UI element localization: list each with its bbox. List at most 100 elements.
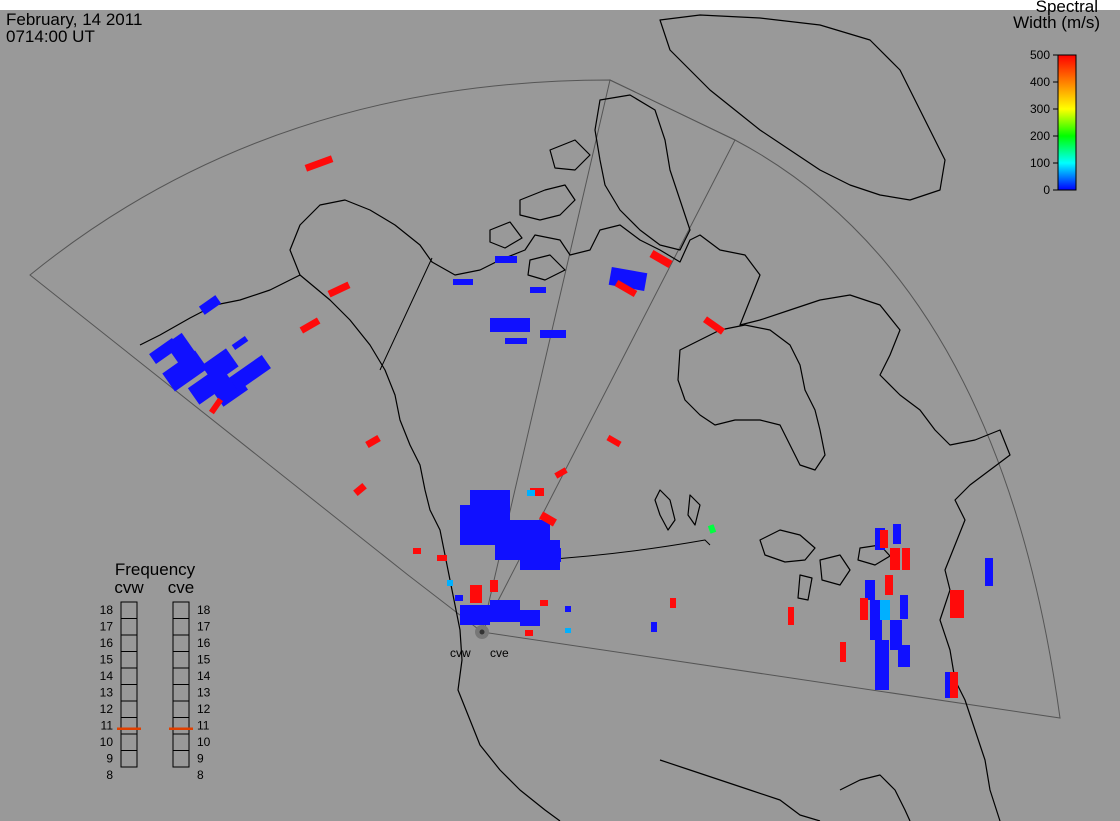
scatter-cell <box>525 630 533 636</box>
scatter-cell <box>208 397 224 415</box>
scatter-cell <box>885 575 893 595</box>
scatter-cell <box>890 620 902 650</box>
scatter-cell <box>470 585 482 603</box>
frequency-tick-label: 11 <box>101 719 114 733</box>
scatter-cell <box>606 434 622 448</box>
coastlines <box>139 14 1011 821</box>
scatter-cell <box>495 256 517 263</box>
radar-sites: cvw cve <box>450 625 509 660</box>
frequency-tick-label: 8 <box>197 768 204 782</box>
fov-cvw <box>29 79 736 633</box>
radar-label-cve: cve <box>490 646 509 660</box>
frequency-tick-label: 17 <box>100 620 114 634</box>
baffin-island <box>594 94 691 251</box>
hudson-bay <box>677 324 826 471</box>
scatter-cell <box>490 318 530 332</box>
frequency-title: Frequency <box>115 560 196 579</box>
scatter-cell <box>840 642 846 662</box>
scatter-cell <box>890 548 900 570</box>
great-lakes <box>759 529 891 601</box>
scatter-cell <box>545 548 561 562</box>
lake-winnipeg <box>654 489 701 531</box>
scatter-cell <box>554 467 568 479</box>
scatter-cell <box>702 316 726 335</box>
scatter-cell <box>530 287 546 293</box>
scatter-cell <box>898 645 910 667</box>
scatter-cell <box>530 488 544 496</box>
scatter-cell <box>460 605 490 625</box>
colorbar-tick-label: 200 <box>1030 129 1050 143</box>
scatter-cell <box>649 250 673 268</box>
arctic-islands <box>489 139 591 281</box>
scatter-cell <box>505 338 527 344</box>
scatter-cell <box>162 350 208 392</box>
scatter-cell <box>470 490 510 508</box>
scatter-cell <box>540 600 548 606</box>
scatter-cell <box>229 354 271 392</box>
frequency-tick-label: 8 <box>106 768 113 782</box>
scatter-cell <box>299 317 321 334</box>
west-coast <box>299 274 561 821</box>
fov-cve <box>481 79 1061 719</box>
gulf-coast <box>659 759 911 821</box>
scatter-cell <box>670 598 676 608</box>
frequency-tick-label: 11 <box>197 719 210 733</box>
scatter-cell <box>231 335 249 351</box>
frequency-tick-label: 13 <box>197 686 211 700</box>
radar-label-cvw: cvw <box>450 646 471 660</box>
scatter-cell <box>565 606 571 612</box>
frequency-tick-label: 18 <box>100 603 114 617</box>
scatter-cell <box>880 600 890 620</box>
colorbar-tick-label: 400 <box>1030 75 1050 89</box>
scatter-cell <box>870 600 882 640</box>
colorbar: Spectral Width (m/s) 0 100 200 300 400 500 <box>1013 0 1100 197</box>
scatter-cell <box>985 558 993 586</box>
frequency-panel: Frequency cvw cve 18 18 17 17 16 16 15 15 14 14 13… <box>100 560 211 782</box>
scatter-cell <box>880 530 888 548</box>
colorbar-tick-label: 300 <box>1030 102 1050 116</box>
colorbar-tick-label: 500 <box>1030 48 1050 62</box>
scatter-cell <box>353 482 367 497</box>
scatter-cell <box>327 281 351 298</box>
scatter-cell <box>651 622 657 632</box>
scatter-cell <box>788 607 794 625</box>
top-margin <box>0 0 1120 10</box>
time-label: 0714:00 UT <box>6 27 95 46</box>
colorbar-tick-label: 0 <box>1043 183 1050 197</box>
frequency-tick-label: 10 <box>100 735 114 749</box>
scatter-cell <box>539 511 557 527</box>
frequency-tick-label: 16 <box>197 636 211 650</box>
scatter-cell <box>950 590 964 618</box>
greenland <box>659 14 946 201</box>
scatter-cell <box>365 434 381 449</box>
scatter-cell <box>490 580 498 592</box>
frequency-tick-label: 17 <box>197 620 211 634</box>
colorbar-title-line2: Width (m/s) <box>1013 13 1100 32</box>
scatter-cell <box>900 595 908 619</box>
colorbar-title-line1: Spectral <box>1036 0 1098 16</box>
scatter-cell <box>950 672 958 698</box>
scatter-cell <box>865 580 875 600</box>
frequency-tick-label: 9 <box>106 752 113 766</box>
frequency-tick-label: 12 <box>100 702 114 716</box>
radar-site-center <box>479 629 485 635</box>
scatter-cell <box>540 330 566 338</box>
scatter-cell <box>304 155 334 172</box>
frequency-tick-label: 9 <box>197 752 204 766</box>
north-america-coast <box>139 199 1011 821</box>
scatter-cell <box>455 595 463 601</box>
scatter-cell <box>447 580 453 586</box>
frequency-tick-label: 12 <box>197 702 211 716</box>
frequency-ticks: 18 18 17 17 16 16 15 15 14 14 13 13 12 12 11 11 10 10 9 9 8 8 <box>100 603 211 782</box>
frequency-label-cve: cve <box>168 578 194 597</box>
scatter-cell <box>201 348 239 384</box>
scatter-cell <box>437 555 447 561</box>
scatter-cell <box>565 628 571 633</box>
scatter-cell <box>520 610 540 626</box>
frequency-tick-label: 16 <box>100 636 114 650</box>
scatter-cell <box>875 640 889 690</box>
date-label: February, 14 2011 <box>6 10 142 29</box>
scatter-cell <box>860 598 868 620</box>
